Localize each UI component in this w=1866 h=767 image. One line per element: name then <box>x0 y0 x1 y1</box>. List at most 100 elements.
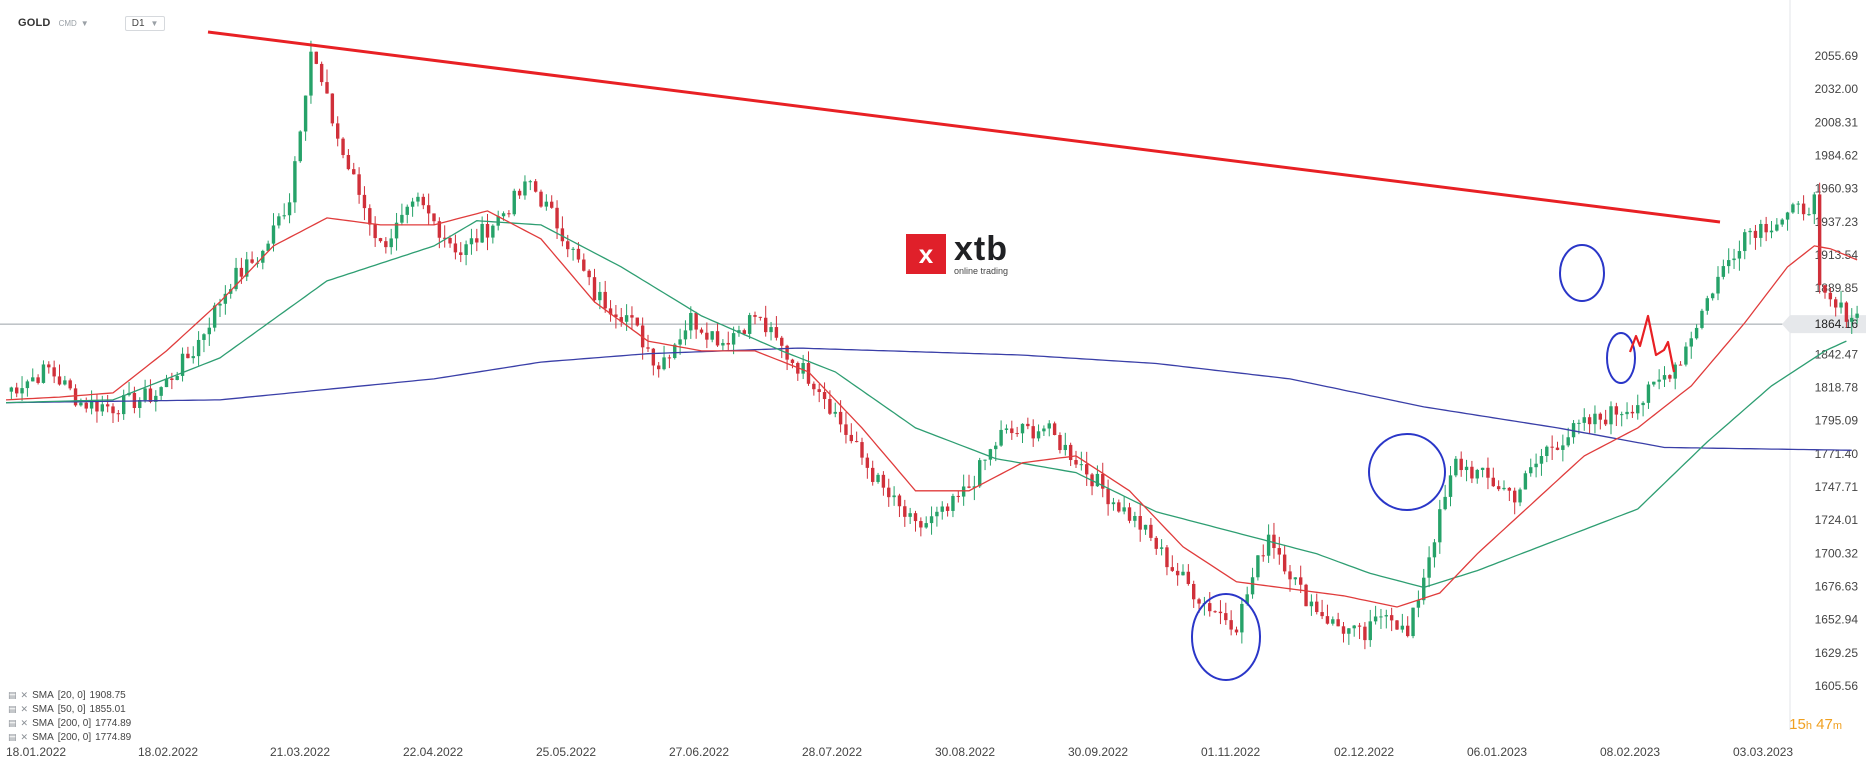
candle-body <box>710 331 714 340</box>
candle-body <box>1020 423 1025 434</box>
candle-body <box>1379 616 1383 618</box>
candle-body <box>464 244 468 255</box>
symbol-dropdown-icon[interactable]: ▼ <box>80 18 89 28</box>
candle-body <box>887 487 891 498</box>
candle-body <box>1523 473 1528 490</box>
indicator-settings-icon[interactable]: ▤ <box>8 717 17 728</box>
candle-body <box>822 392 827 400</box>
candle-body <box>528 181 532 183</box>
candle-body <box>1823 285 1827 293</box>
candle-body <box>68 380 72 389</box>
candle-body <box>122 395 126 415</box>
candle-body <box>876 474 880 482</box>
candle-body <box>1373 616 1378 622</box>
candle-body <box>1325 616 1330 624</box>
instrument-type: CMD <box>58 18 77 28</box>
indicator-remove-icon[interactable]: ✕ <box>20 717 29 728</box>
candle-body <box>1031 426 1035 439</box>
indicator-row[interactable]: ▤ ✕ SMA [200, 0] 1774.89 <box>8 731 132 743</box>
indicator-row[interactable]: ▤ ✕ SMA [20, 0] 1908.75 <box>8 689 126 701</box>
x-tick-label: 03.03.2023 <box>1733 745 1793 759</box>
candle-body <box>212 305 217 328</box>
candle-body <box>84 402 88 409</box>
candle-body <box>1796 203 1800 205</box>
candle-body <box>293 161 297 203</box>
candle-body <box>159 387 163 396</box>
candle-body <box>1545 446 1549 457</box>
x-tick-label: 30.08.2022 <box>935 745 995 759</box>
candle-body <box>266 243 270 251</box>
candle-body <box>1272 534 1276 549</box>
candle-body <box>1705 298 1709 311</box>
candle-body <box>1224 613 1228 621</box>
resistance-trendline <box>207 30 1721 224</box>
candle-body <box>614 314 618 318</box>
candle-body <box>619 317 623 322</box>
candle-body <box>218 303 222 306</box>
candle-body <box>1636 405 1640 414</box>
candle-body <box>1347 628 1351 634</box>
candle-body <box>1577 422 1581 424</box>
candle-body <box>1785 212 1790 220</box>
timeframe-value: D1 <box>131 17 145 29</box>
candle-body <box>721 342 725 346</box>
candle-body <box>36 377 40 383</box>
y-tick-label: 2032.00 <box>1815 82 1859 96</box>
indicator-remove-icon[interactable]: ✕ <box>20 731 29 742</box>
candle-body <box>1122 507 1126 512</box>
candle-body <box>453 243 458 253</box>
indicator-remove-icon[interactable]: ✕ <box>20 689 29 700</box>
candle-body <box>1475 469 1479 479</box>
candle-body <box>1834 299 1838 308</box>
timeframe-selector[interactable]: D1 ▼ <box>124 15 166 31</box>
sma200-line <box>5 347 1852 451</box>
candle-body <box>1529 467 1533 474</box>
candle-body <box>1208 603 1212 612</box>
candle-body <box>640 325 645 348</box>
y-tick-label: 2008.31 <box>1815 115 1859 129</box>
candle-body <box>1743 232 1747 252</box>
indicator-settings-icon[interactable]: ▤ <box>8 731 17 742</box>
candle-body <box>175 375 179 380</box>
sma20-line <box>5 210 1858 608</box>
candle-body <box>1149 524 1153 538</box>
candle-body <box>673 344 677 359</box>
candle-body <box>924 523 928 528</box>
indicator-row[interactable]: ▤ ✕ SMA [50, 0] 1855.01 <box>8 703 126 715</box>
candle-body <box>662 357 666 370</box>
candle-body <box>871 467 875 482</box>
candle-body <box>1448 475 1453 497</box>
candle-body <box>20 388 24 394</box>
candle-body <box>410 201 415 207</box>
candle-body <box>1036 431 1041 439</box>
candle-body <box>1764 223 1768 233</box>
candle-body <box>860 442 864 458</box>
candle-body <box>1534 463 1538 468</box>
instrument-symbol[interactable]: GOLD <box>18 17 51 29</box>
indicator-settings-icon[interactable]: ▤ <box>8 703 17 714</box>
candle-body <box>967 486 971 488</box>
indicator-remove-icon[interactable]: ✕ <box>20 703 29 714</box>
candle-body <box>854 441 859 443</box>
candle-body <box>1181 571 1185 576</box>
x-tick-label: 18.02.2022 <box>138 745 198 759</box>
indicator-row[interactable]: ▤ ✕ SMA [200, 0] 1774.89 <box>8 717 132 729</box>
xtb-logo-mark: x <box>906 234 946 274</box>
y-tick-label: 2055.69 <box>1815 49 1859 63</box>
candle-body <box>555 207 559 229</box>
candle-body <box>1127 507 1132 521</box>
candle-body <box>1480 467 1485 470</box>
candle-body <box>1395 620 1399 630</box>
candle-body <box>491 225 495 238</box>
indicator-settings-icon[interactable]: ▤ <box>8 689 17 700</box>
candle-body <box>1154 537 1158 549</box>
candle-body <box>828 399 832 414</box>
candle-body <box>1266 534 1271 556</box>
candle-body <box>143 388 147 401</box>
candle-body <box>726 342 730 345</box>
candle-body <box>1015 433 1019 435</box>
candle-body <box>1052 423 1057 436</box>
candle-body <box>913 513 918 522</box>
candle-body <box>1427 557 1431 578</box>
